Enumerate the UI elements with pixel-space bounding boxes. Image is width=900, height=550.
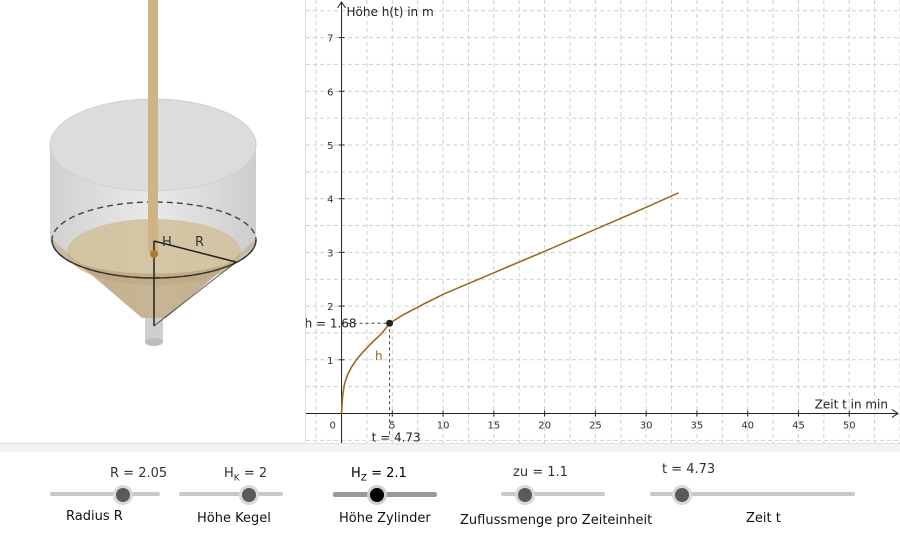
slider-radius-track[interactable] [50,492,160,496]
slider-time[interactable]: t = 4.73 Zeit t [650,452,855,550]
slider-radius[interactable]: R = 2.05 Radius R [50,452,167,550]
x-tick-label: 35 [691,420,704,431]
label-H: H [162,235,172,250]
marked-point-group: t = 4.73 h = 1.68 [305,316,421,444]
slider-time-track[interactable] [650,492,855,496]
slider-inflow[interactable]: zu = 1.1 Zuflussmenge pro Zeiteinheit [460,452,652,550]
x-tick-label: 30 [640,420,653,431]
slider-inflow-track[interactable] [501,492,605,496]
x-tick-label: 0 [330,420,336,431]
slider-time-value: t = 4.73 [662,462,716,477]
slider-cylinder-height-value: HZ = 2.1 [351,466,407,484]
outlet-pipe [145,318,163,342]
x-tick-label: 15 [487,420,500,431]
series-line-h [340,192,679,414]
slider-cone-height-track[interactable] [179,492,283,496]
y-tick-label: 6 [327,87,333,98]
slider-cylinder-height-caption: Höhe Zylinder [339,511,431,526]
x-tick-label: 20 [538,420,551,431]
marked-point [386,319,394,327]
slider-time-knob[interactable] [672,485,692,505]
x-tick-label: 40 [741,420,754,431]
x-axis-label: Zeit t in min [815,397,888,411]
y-tick-label: 2 [327,302,333,313]
y-tick-label: 7 [327,34,333,45]
slider-cylinder-height-knob[interactable] [367,485,387,505]
x-tick-label: 25 [589,420,602,431]
slider-cone-height[interactable]: HK = 2 Höhe Kegel [179,452,283,550]
label-R: R [195,235,204,250]
slider-cone-height-caption: Höhe Kegel [197,511,271,526]
series-label-h: h [375,349,383,363]
x-tick-label: 5 [389,420,395,431]
controls-separator [0,443,900,452]
slider-inflow-caption: Zuflussmenge pro Zeiteinheit [460,513,653,528]
y-tick-label: 5 [327,141,333,152]
x-axis-arrow [891,409,899,418]
slider-panel: R = 2.05 Radius R HK = 2 Höhe Kegel HZ =… [0,452,900,550]
slider-inflow-knob[interactable] [515,485,535,505]
panel-divider [305,0,306,443]
outlet-bottom [145,338,163,346]
y-axis-label: Höhe h(t) in m [347,5,434,19]
t-value-label: t = 4.73 [372,430,421,443]
h-value-label: h = 1.68 [306,316,357,330]
radius-line-cone [153,261,237,327]
container-3d-svg: H R [49,0,257,346]
slider-cylinder-height[interactable]: HZ = 2.1 Höhe Zylinder [333,452,437,550]
series: h [340,192,679,414]
center-point [150,250,158,258]
graph-view[interactable]: Zeit t in min Höhe h(t) in m 0 5 10 15 20 25 3… [305,0,900,444]
graph-svg: Zeit t in min Höhe h(t) in m 0 5 10 15 20 25 3… [305,0,900,444]
slider-cone-height-knob[interactable] [239,485,259,505]
container-3d-view[interactable]: H R [0,0,305,443]
slider-cone-height-value: HK = 2 [224,466,268,484]
slider-radius-caption: Radius R [66,509,123,524]
x-tick-label: 50 [843,420,856,431]
slider-time-caption: Zeit t [746,511,781,526]
axes: Zeit t in min Höhe h(t) in m [306,1,899,443]
x-tick-label: 10 [437,420,450,431]
y-tick-label: 4 [327,195,333,206]
slider-inflow-value: zu = 1.1 [513,465,568,480]
x-tick-label: 45 [792,420,805,431]
slider-radius-knob[interactable] [113,485,133,505]
y-axis-arrow [337,1,346,9]
y-tick-label: 1 [327,356,333,367]
grid [306,0,900,443]
radius-line [153,240,237,263]
inflow-rod [148,0,158,252]
slider-radius-value: R = 2.05 [110,466,168,481]
y-tick-label: 3 [327,248,333,259]
